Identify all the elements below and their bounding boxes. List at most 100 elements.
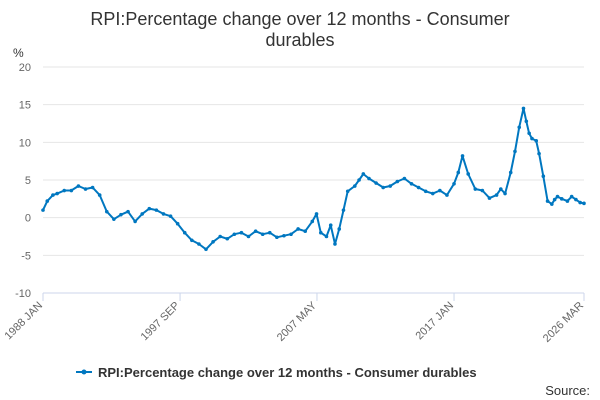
- data-point-0-32: [260, 232, 265, 237]
- data-point-0-42: [324, 234, 329, 239]
- data-point-0-65: [460, 154, 465, 158]
- x-tick-label-2: 2007 MAY: [275, 299, 320, 344]
- data-point-0-37: [296, 227, 300, 231]
- y-tick-label-5: -5: [21, 250, 31, 262]
- data-point-0-52: [374, 181, 378, 185]
- data-point-0-81: [537, 151, 541, 156]
- data-point-0-64: [456, 170, 461, 175]
- data-point-0-41: [318, 230, 323, 235]
- data-point-0-60: [430, 191, 435, 196]
- data-point-0-63: [452, 181, 456, 186]
- x-axis: 1988 JAN 1997 SEP 2007 MAY 2017 JAN 2026 MAR: [2, 292, 586, 345]
- data-point-0-2: [51, 193, 55, 197]
- data-point-0-92: [582, 201, 586, 206]
- data-point-0-23: [197, 242, 201, 246]
- y-axis-ticks: 20 15 10 5 0 -5 -10: [15, 62, 31, 300]
- data-point-0-14: [133, 219, 137, 224]
- data-point-0-78: [527, 131, 531, 136]
- data-point-0-69: [487, 196, 492, 200]
- data-point-0-72: [503, 191, 507, 196]
- data-point-0-51: [367, 176, 371, 181]
- data-point-0-8: [90, 185, 95, 190]
- data-point-0-66: [466, 172, 471, 176]
- gridlines: [43, 66, 584, 294]
- source-label[interactable]: Source:: [545, 383, 590, 398]
- data-point-0-79: [530, 136, 534, 141]
- data-point-0-62: [445, 193, 449, 197]
- data-point-0-20: [175, 221, 180, 226]
- data-point-0-9: [97, 193, 102, 197]
- data-point-0-31: [253, 229, 258, 234]
- data-point-0-25: [211, 239, 215, 244]
- y-axis-unit-label: %: [13, 46, 24, 60]
- data-point-0-88: [565, 199, 570, 203]
- data-point-0-26: [218, 234, 222, 239]
- data-point-0-17: [154, 208, 159, 212]
- data-point-0-24: [204, 247, 208, 252]
- chart-title-line-2: durables: [265, 30, 334, 50]
- data-point-0-11: [112, 217, 116, 221]
- data-point-0-10: [104, 209, 109, 214]
- legend-dot-marker: [81, 369, 87, 375]
- data-point-0-13: [126, 209, 130, 214]
- data-point-0-3: [55, 191, 59, 196]
- data-point-0-0: [41, 208, 45, 212]
- x-tick-label-3: 2017 JAN: [414, 300, 457, 343]
- data-point-0-58: [416, 185, 421, 190]
- data-point-0-82: [541, 174, 546, 179]
- data-point-0-73: [508, 170, 513, 175]
- y-tick-label-4: 0: [25, 213, 31, 225]
- data-point-0-80: [534, 139, 539, 143]
- data-point-0-30: [246, 234, 251, 239]
- data-point-0-33: [267, 230, 272, 235]
- data-point-0-68: [480, 188, 485, 193]
- data-point-0-46: [341, 208, 346, 212]
- data-point-0-74: [513, 149, 517, 154]
- data-point-0-91: [578, 200, 582, 205]
- data-point-0-77: [524, 119, 529, 124]
- data-point-0-40: [314, 212, 319, 216]
- data-point-0-35: [282, 233, 286, 238]
- data-point-0-12: [119, 212, 123, 217]
- data-point-0-44: [333, 242, 337, 246]
- data-point-0-1: [45, 199, 50, 203]
- data-point-0-22: [190, 238, 194, 243]
- data-point-0-38: [303, 229, 308, 234]
- data-point-0-34: [275, 235, 279, 240]
- data-point-0-7: [83, 187, 88, 191]
- data-point-0-43: [328, 223, 333, 227]
- x-tick-label-4: 2026 MAR: [541, 300, 586, 345]
- data-point-0-19: [168, 214, 173, 218]
- data-point-0-85: [552, 197, 557, 202]
- data-point-0-86: [555, 194, 560, 199]
- data-point-0-16: [147, 206, 152, 211]
- data-point-0-47: [345, 189, 350, 194]
- data-point-0-28: [232, 232, 237, 237]
- data-point-0-53: [381, 185, 385, 190]
- data-point-0-48: [353, 184, 357, 188]
- data-point-0-6: [76, 184, 81, 188]
- legend-label: RPI:Percentage change over 12 months - C…: [98, 365, 477, 380]
- data-point-0-50: [361, 172, 366, 176]
- y-tick-label-2: 10: [19, 137, 31, 149]
- y-tick-label-0: 20: [19, 62, 31, 74]
- data-point-0-67: [473, 187, 478, 191]
- data-point-0-18: [161, 212, 166, 216]
- series-line-0: [42, 107, 585, 251]
- data-point-0-29: [239, 230, 244, 235]
- data-point-0-54: [388, 184, 393, 188]
- data-point-0-89: [569, 194, 574, 199]
- data-point-0-61: [438, 188, 442, 193]
- y-tick-label-1: 15: [19, 100, 31, 112]
- data-point-0-27: [225, 236, 230, 241]
- data-point-0-4: [62, 188, 67, 193]
- data-point-0-21: [182, 230, 187, 235]
- legend: RPI:Percentage change over 12 months - C…: [76, 365, 477, 380]
- data-point-0-71: [499, 187, 503, 191]
- x-tick-label-1: 1997 SEP: [139, 300, 183, 344]
- data-point-0-55: [395, 179, 400, 184]
- y-tick-label-6: -10: [15, 288, 31, 300]
- chart-title-line-1: RPI:Percentage change over 12 months - C…: [90, 9, 509, 29]
- y-tick-label-3: 5: [25, 175, 31, 187]
